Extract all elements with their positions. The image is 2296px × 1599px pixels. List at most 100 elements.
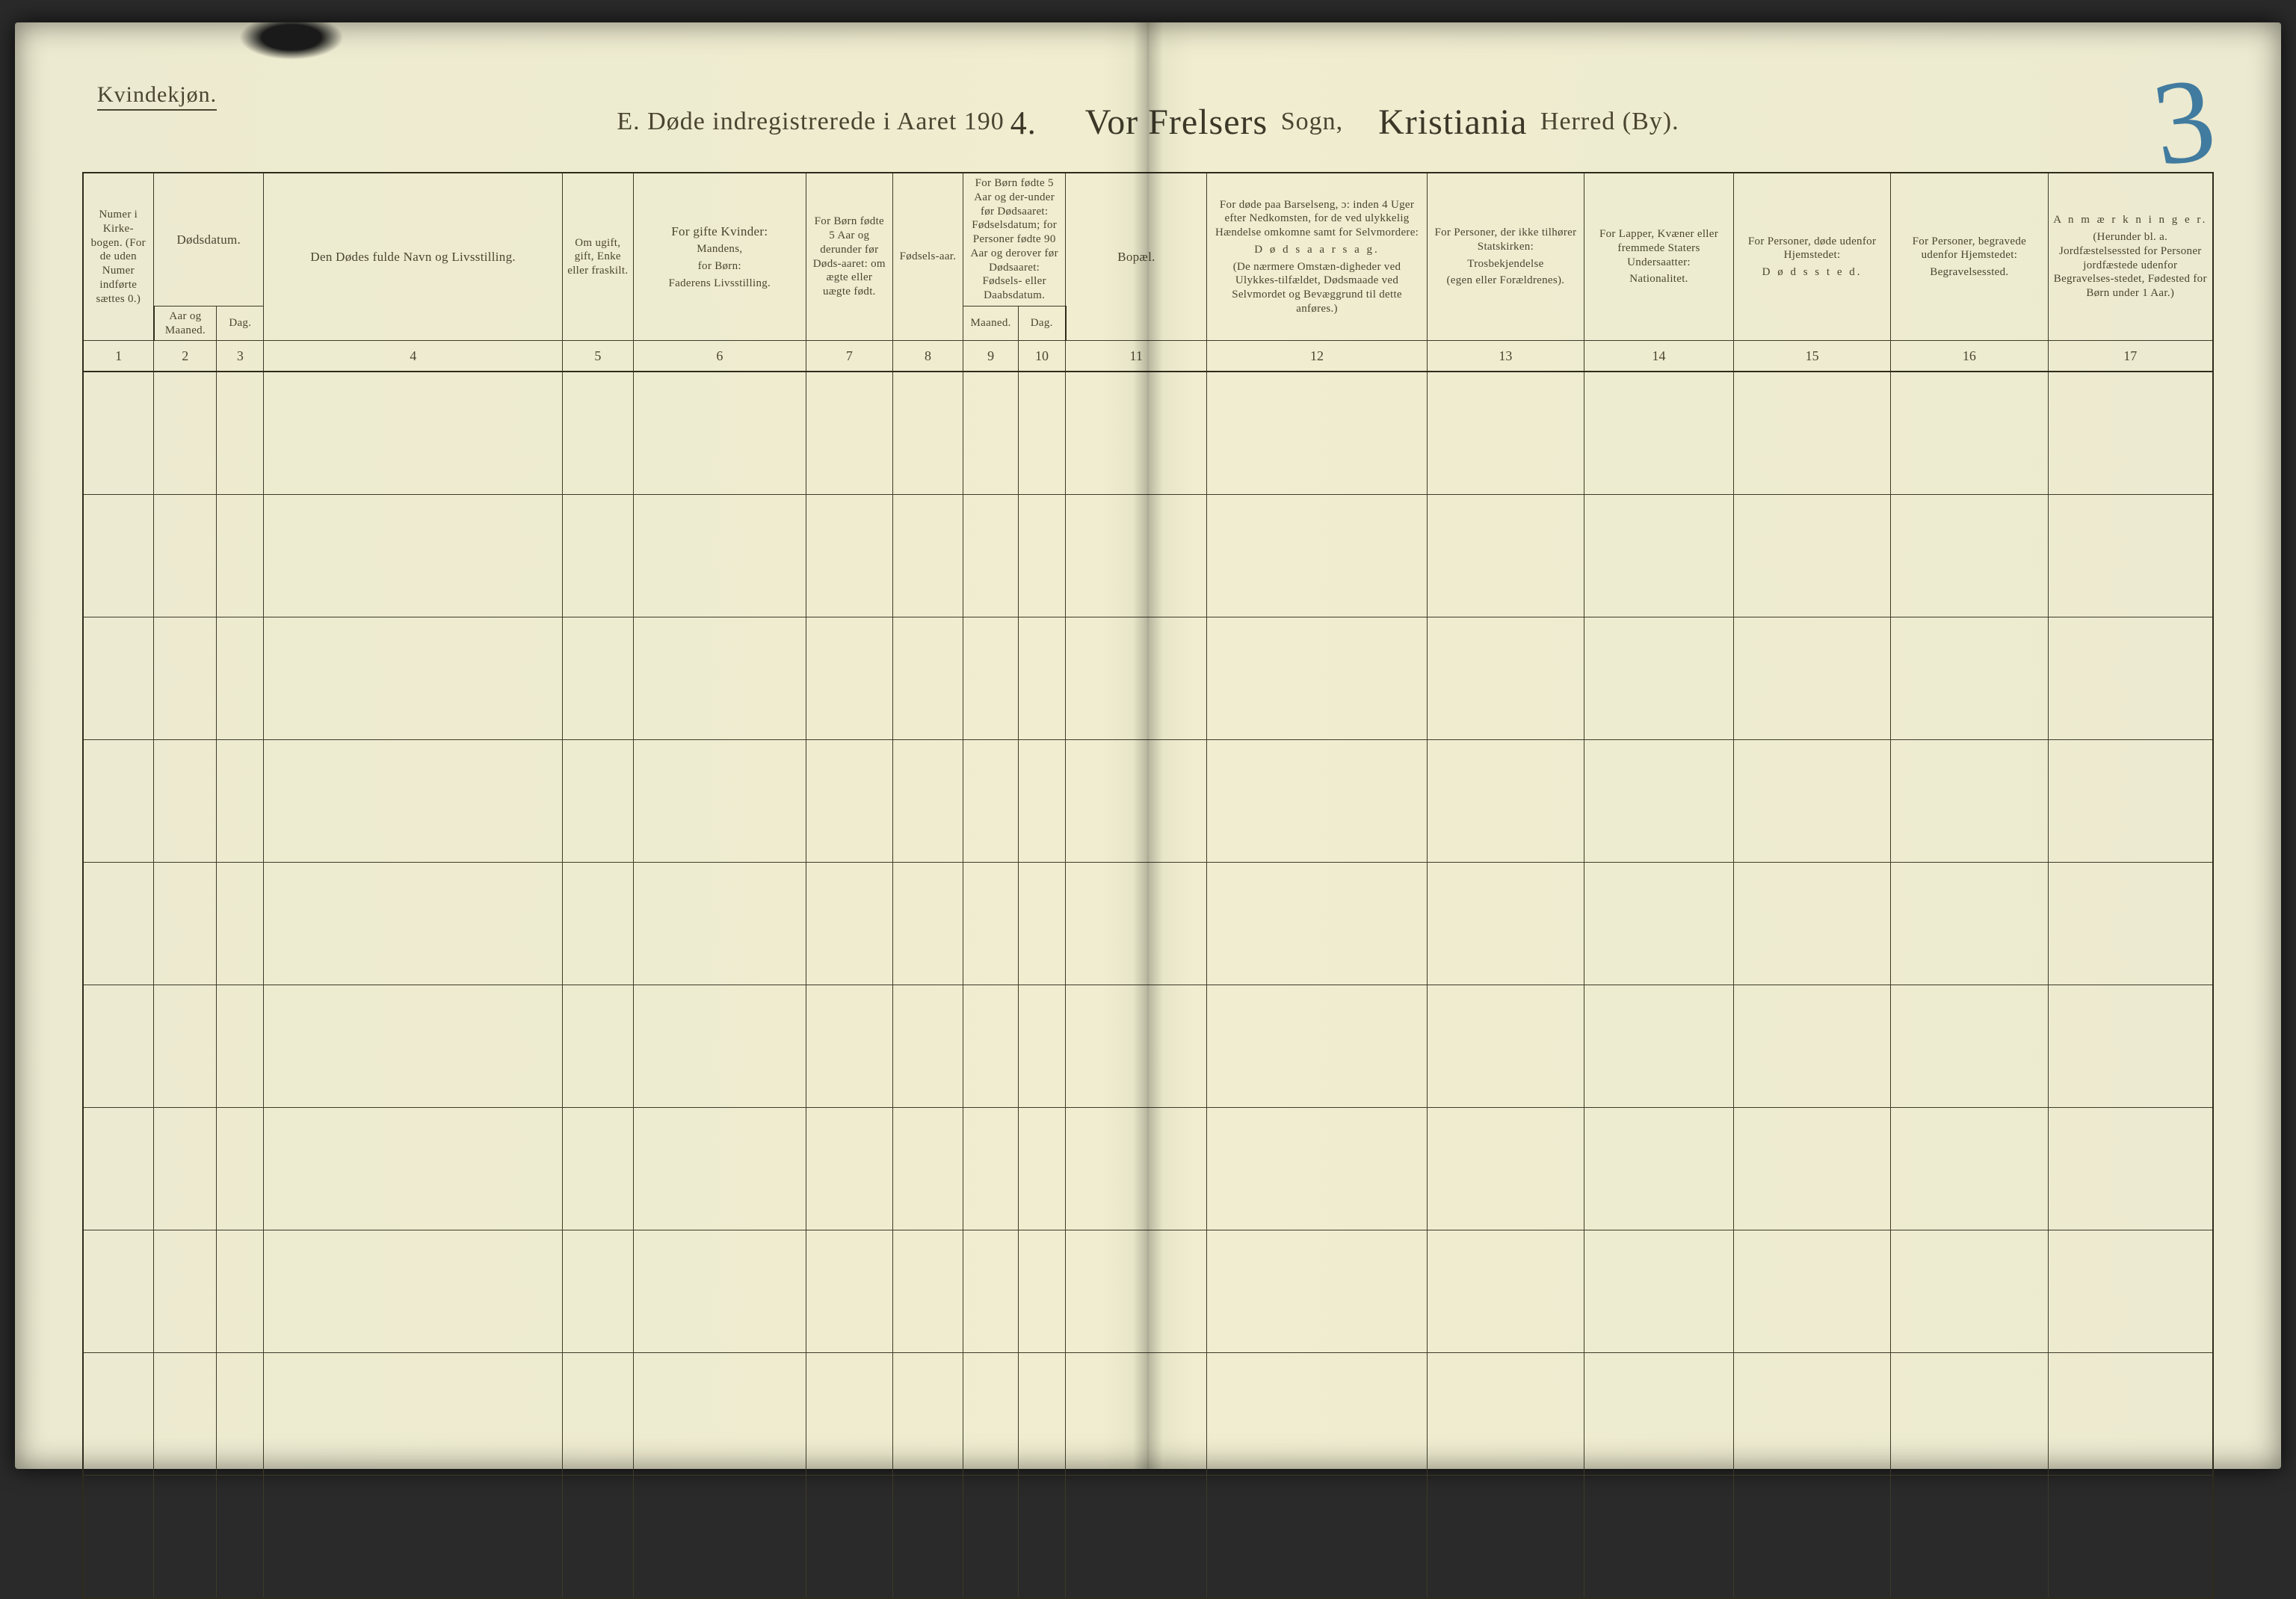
table-cell	[1207, 1230, 1427, 1353]
table-cell	[1018, 740, 1065, 863]
table-cell	[1427, 740, 1584, 863]
column-number-row: 1234567891011121314151617	[83, 341, 2213, 372]
table-cell	[1891, 1108, 2048, 1230]
table-cell	[892, 495, 963, 617]
table-cell	[264, 1353, 563, 1476]
table-cell	[1207, 617, 1427, 740]
table-cell	[154, 1476, 217, 1599]
table-cell	[892, 617, 963, 740]
c12-line1: For døde paa Barselseng, ɔ: inden 4 Uger…	[1215, 199, 1419, 239]
table-cell	[217, 372, 264, 495]
table-row	[83, 740, 2213, 863]
table-cell	[963, 372, 1019, 495]
table-cell	[806, 1108, 893, 1230]
col-header-2: Aar og Maaned.	[154, 306, 217, 341]
table-cell	[892, 1108, 963, 1230]
table-cell	[1207, 1476, 1427, 1599]
column-number-cell: 5	[563, 341, 634, 372]
table-cell	[1891, 740, 2048, 863]
column-number-cell: 13	[1427, 341, 1584, 372]
table-cell	[1584, 495, 1734, 617]
table-cell	[154, 985, 217, 1108]
c6-line1: For gifte Kvinder:	[671, 224, 768, 238]
table-cell	[806, 617, 893, 740]
col-header-14: For Lapper, Kvæner eller fremmede Stater…	[1584, 173, 1734, 341]
col-header-10: Dag.	[1018, 306, 1065, 341]
table-cell	[633, 495, 806, 617]
table-cell	[2048, 495, 2213, 617]
table-cell	[1066, 1353, 1207, 1476]
c12-line3: (De nærmere Omstæn-digheder ved Ulykkes-…	[1212, 260, 1422, 316]
col-header-3: Dag.	[217, 306, 264, 341]
table-cell	[83, 1108, 154, 1230]
table-cell	[264, 1230, 563, 1353]
table-cell	[83, 985, 154, 1108]
c17-line1: A n m æ r k n i n g e r.	[2053, 214, 2207, 226]
column-number-cell: 3	[217, 341, 264, 372]
table-cell	[1891, 372, 2048, 495]
c14-line2: Nationalitet.	[1589, 272, 1729, 286]
table-cell	[633, 740, 806, 863]
table-cell	[1733, 1353, 1890, 1476]
table-cell	[1066, 617, 1207, 740]
table-cell	[892, 372, 963, 495]
table-cell	[1427, 495, 1584, 617]
table-cell	[563, 617, 634, 740]
scan-background: Kvindekjøn. E. Døde indregistrerede i Aa…	[0, 0, 2296, 1491]
column-number-cell: 8	[892, 341, 963, 372]
table-cell	[1207, 495, 1427, 617]
table-cell	[217, 740, 264, 863]
table-cell	[633, 1230, 806, 1353]
table-cell	[2048, 1353, 2213, 1476]
table-cell	[633, 617, 806, 740]
table-cell	[963, 617, 1019, 740]
table-cell	[1733, 863, 1890, 985]
table-cell	[1427, 863, 1584, 985]
table-cell	[563, 495, 634, 617]
column-number-cell: 9	[963, 341, 1019, 372]
table-cell	[264, 985, 563, 1108]
table-row	[83, 985, 2213, 1108]
table-cell	[154, 495, 217, 617]
binder-clip-mark	[239, 15, 344, 60]
table-cell	[2048, 740, 2213, 863]
table-cell	[563, 1476, 634, 1599]
table-cell	[1733, 985, 1890, 1108]
table-cell	[963, 740, 1019, 863]
table-cell	[1207, 740, 1427, 863]
c6-line3: for Børn:	[638, 259, 801, 274]
c15-line1: For Personer, døde udenfor Hjemstedet:	[1748, 235, 1876, 262]
column-number-cell: 16	[1891, 341, 2048, 372]
table-cell	[1584, 617, 1734, 740]
table-cell	[83, 1230, 154, 1353]
table-cell	[83, 1353, 154, 1476]
table-row	[83, 1230, 2213, 1353]
table-cell	[1733, 495, 1890, 617]
title-prefix: E. Døde indregistrerede i Aaret 190	[617, 108, 1004, 135]
table-cell	[806, 985, 893, 1108]
table-cell	[1427, 1108, 1584, 1230]
c17-line2: (Herunder bl. a. Jordfæstelsessted for P…	[2053, 230, 2208, 301]
c15-line2: D ø d s s t e d.	[1738, 265, 1886, 280]
table-cell	[963, 863, 1019, 985]
table-cell	[633, 985, 806, 1108]
table-cell	[1066, 863, 1207, 985]
table-cell	[892, 985, 963, 1108]
col-header-8: Fødsels-aar.	[892, 173, 963, 341]
table-cell	[892, 863, 963, 985]
table-cell	[264, 740, 563, 863]
table-cell	[1427, 1353, 1584, 1476]
c16-line1: For Personer, begravede udenfor Hjemsted…	[1913, 235, 2027, 262]
column-number-cell: 15	[1733, 341, 1890, 372]
table-cell	[83, 495, 154, 617]
table-cell	[217, 495, 264, 617]
table-cell	[1018, 495, 1065, 617]
table-cell	[2048, 863, 2213, 985]
table-cell	[1207, 863, 1427, 985]
table-cell	[806, 1353, 893, 1476]
table-row	[83, 617, 2213, 740]
sogn-handwritten: Vor Frelsers	[1079, 102, 1274, 142]
column-number-cell: 12	[1207, 341, 1427, 372]
col-header-15: For Personer, døde udenfor Hjemstedet: D…	[1733, 173, 1890, 341]
c6-line4: Faderens Livsstilling.	[638, 277, 801, 291]
